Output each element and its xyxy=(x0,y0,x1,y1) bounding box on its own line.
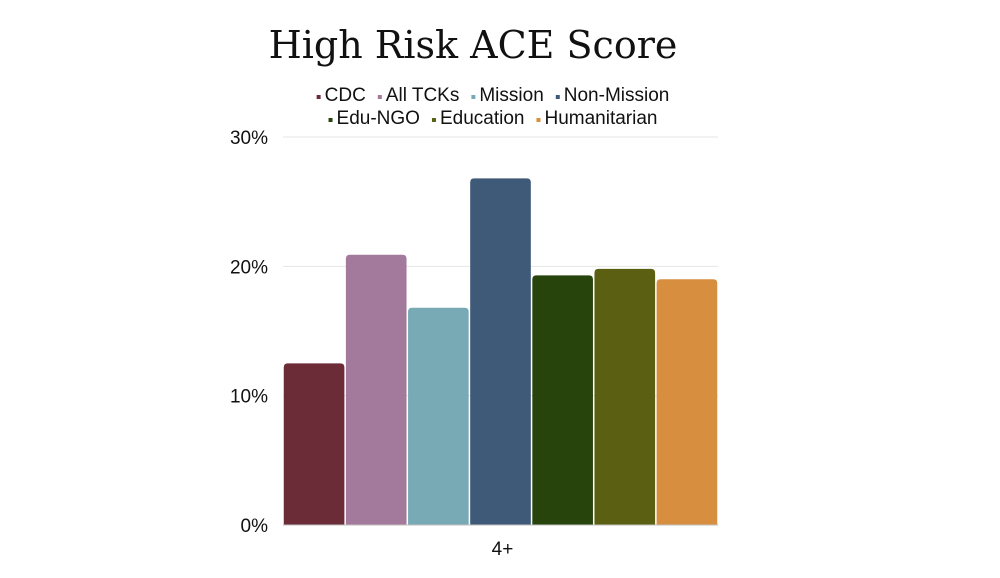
legend-label: CDC xyxy=(325,85,366,106)
legend-label: All TCKs xyxy=(386,85,460,106)
legend-marker xyxy=(431,118,436,122)
legend-item: CDC xyxy=(316,85,366,106)
legend-marker xyxy=(316,95,321,99)
y-axis-ticks: 0% 10% 20% 30% xyxy=(230,128,268,537)
chart-title: High Risk ACE Score xyxy=(269,23,678,67)
y-tick-label: 20% xyxy=(230,257,268,278)
y-tick-label: 10% xyxy=(230,387,268,408)
legend-label: Education xyxy=(440,108,525,129)
bar-non-mission xyxy=(470,178,531,526)
bar-humanitarian xyxy=(656,279,718,525)
bar-all-tcks xyxy=(345,254,407,525)
legend-item: Mission xyxy=(471,85,544,106)
legend-label: Mission xyxy=(479,85,543,106)
x-tick-label: 4+ xyxy=(492,539,514,560)
legend-marker xyxy=(377,95,382,99)
legend-label: Humanitarian xyxy=(544,108,657,129)
bar-mission xyxy=(408,307,469,525)
x-axis-ticks: 4+ xyxy=(492,539,514,560)
legend: CDC All TCKs Mission Non-Mission Edu-NGO Educ… xyxy=(316,85,670,129)
legend-label: Non-Mission xyxy=(564,85,670,106)
legend-marker xyxy=(536,118,541,122)
y-tick-label: 0% xyxy=(241,516,269,537)
legend-label: Edu-NGO xyxy=(337,108,420,129)
bar-cdc xyxy=(283,363,345,525)
legend-item: All TCKs xyxy=(377,85,460,106)
legend-item: Non-Mission xyxy=(555,85,670,106)
bar-edu-ngo xyxy=(532,275,593,525)
legend-item: Edu-NGO xyxy=(328,108,420,129)
legend-marker xyxy=(555,95,560,99)
y-tick-label: 30% xyxy=(230,128,268,149)
legend-marker xyxy=(328,118,333,122)
bars xyxy=(283,178,718,526)
legend-item: Education xyxy=(431,108,525,129)
legend-marker xyxy=(471,95,476,99)
legend-item: Humanitarian xyxy=(536,108,657,129)
bar-education xyxy=(594,268,656,525)
